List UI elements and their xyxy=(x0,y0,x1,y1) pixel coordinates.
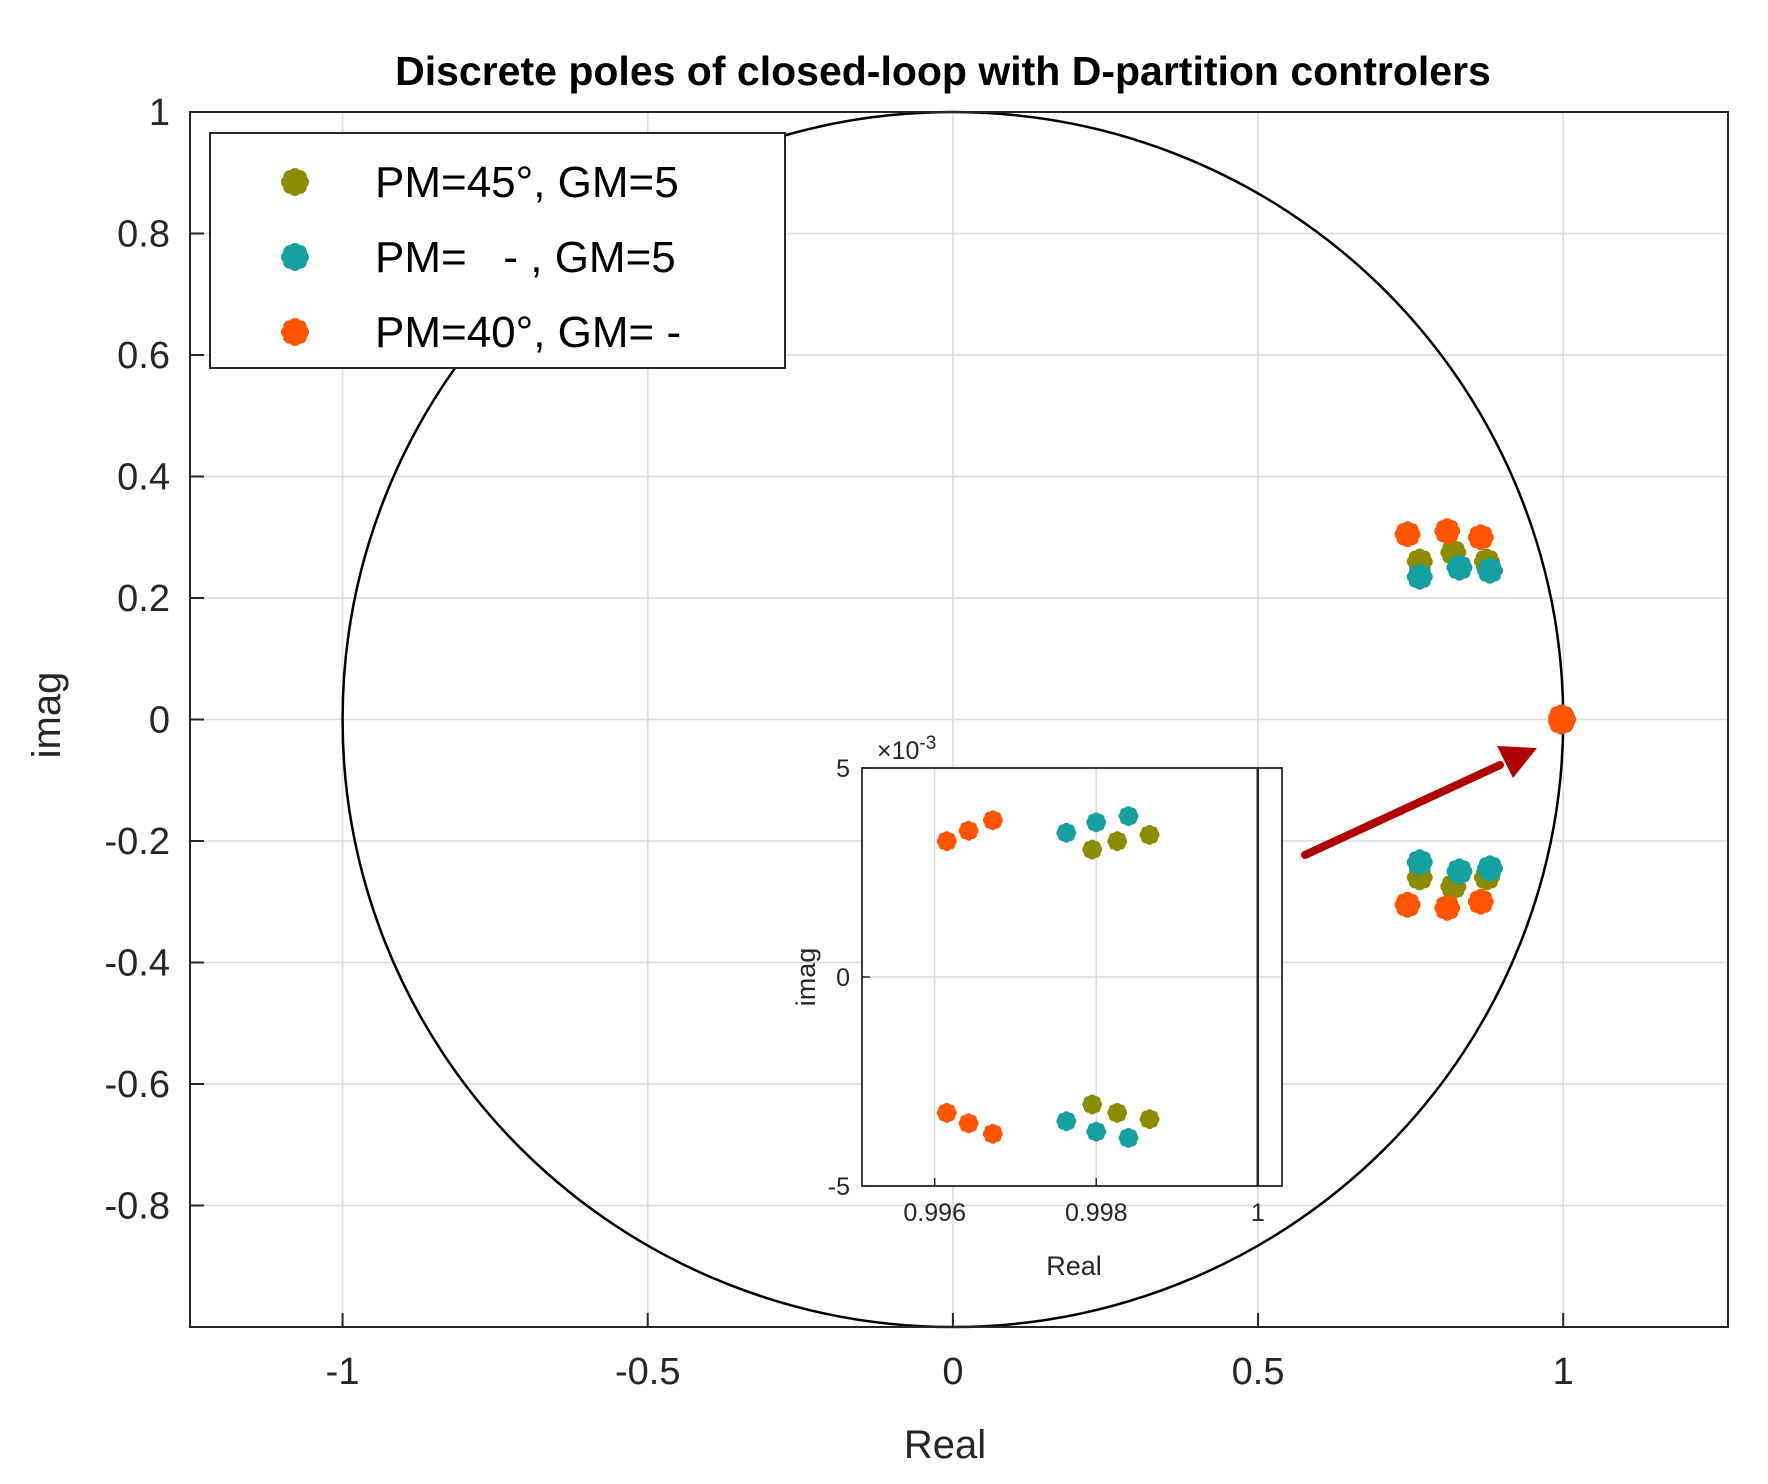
main-y-tick-label-4: 0.2 xyxy=(117,578,170,620)
arrow-head xyxy=(1497,746,1537,778)
inset-exponent-power: -3 xyxy=(919,733,936,754)
main-x-tick-label-3: 0.5 xyxy=(1232,1351,1285,1393)
inset-point-s0-3 xyxy=(1082,1094,1103,1115)
inset-point-s0-5 xyxy=(1139,1109,1160,1130)
main-point-s1-1 xyxy=(1446,554,1473,581)
main-point-s2-4 xyxy=(1434,894,1461,921)
inset-point-s1-0 xyxy=(1056,822,1077,843)
inset-point-s2-0 xyxy=(936,831,957,852)
inset-point-s2-2 xyxy=(982,810,1003,831)
main-y-tick-label-7: -0.4 xyxy=(105,943,170,985)
inset-y-tick-labels: 5 0 -5 xyxy=(828,755,870,1201)
main-y-tick-label-5: 0 xyxy=(149,700,170,742)
inset-point-s2-1 xyxy=(958,820,979,841)
main-x-tick-label-0: -1 xyxy=(326,1351,360,1393)
inset-x-tick-label-1: 0.998 xyxy=(1065,1199,1128,1227)
inset-point-s0-4 xyxy=(1107,1102,1128,1123)
main-y-tick-label-8: -0.6 xyxy=(105,1064,170,1106)
main-point-s1-0 xyxy=(1406,563,1433,590)
inset-point-s0-1 xyxy=(1107,831,1128,852)
legend-label-pm-none-gm5: PM= - , GM=5 xyxy=(375,233,676,282)
inset-point-s0-2 xyxy=(1139,824,1160,845)
main-point-s2-1 xyxy=(1434,518,1461,545)
legend-marker-2 xyxy=(281,318,310,347)
inset-point-s0-0 xyxy=(1082,839,1103,860)
inset-x-tick-labels: 0.996 0.998 1 xyxy=(903,1178,1265,1227)
main-point-s2-3 xyxy=(1394,891,1421,918)
main-y-tick-label-1: 0.8 xyxy=(117,214,170,256)
legend-marker-1 xyxy=(281,243,310,272)
main-point-s1-5 xyxy=(1476,855,1503,882)
inset-chart: 0.996 0.998 1 5 0 -5 ×10-3 Real imag xyxy=(791,733,1283,1281)
chart-title: Discrete poles of closed-loop with D-par… xyxy=(395,48,1491,94)
arrow-shaft xyxy=(1301,761,1504,859)
main-point-s1-3 xyxy=(1406,849,1433,876)
main-y-tick-labels: 1 0.8 0.6 0.4 0.2 0 -0.2 -0.4 -0.6 -0.8 xyxy=(105,92,204,1228)
inset-point-s1-3 xyxy=(1056,1111,1077,1132)
legend-markers xyxy=(281,168,310,347)
inset-point-s1-5 xyxy=(1118,1127,1139,1148)
inset-exponent-label: ×10-3 xyxy=(877,733,936,765)
legend-label-pm40-gm-none: PM=40°, GM= - xyxy=(375,308,681,357)
main-y-tick-label-3: 0.4 xyxy=(117,457,170,499)
inset-exponent-base: ×10 xyxy=(877,737,919,765)
main-y-tick-label-9: -0.8 xyxy=(105,1186,170,1228)
main-y-tick-label-0: 1 xyxy=(149,92,170,134)
inset-point-s2-5 xyxy=(982,1123,1003,1144)
zoom-arrow xyxy=(1301,746,1537,859)
main-point-s2-0 xyxy=(1394,521,1421,548)
main-point-s2-2 xyxy=(1467,524,1494,551)
main-y-tick-label-2: 0.6 xyxy=(117,335,170,377)
main-x-tick-label-4: 1 xyxy=(1553,1351,1574,1393)
inset-x-tick-label-2: 1 xyxy=(1251,1199,1265,1227)
inset-points xyxy=(936,806,1160,1148)
y-axis-label: imag xyxy=(25,672,69,759)
inset-point-s2-4 xyxy=(958,1113,979,1134)
main-points xyxy=(1394,518,1577,921)
inset-y-tick-label-2: -5 xyxy=(828,1173,850,1201)
inset-y-axis-label: imag xyxy=(791,948,821,1007)
inset-y-tick-label-1: 0 xyxy=(836,964,850,992)
main-point-s1-2 xyxy=(1476,557,1503,584)
inset-x-axis-label: Real xyxy=(1046,1251,1102,1281)
main-point-s1-4 xyxy=(1446,858,1473,885)
x-axis-label: Real xyxy=(904,1423,986,1467)
legend: PM=45°, GM=5 PM= - , GM=5 PM=40°, GM= - xyxy=(209,132,786,369)
main-x-tick-label-2: 0 xyxy=(942,1351,963,1393)
main-point-s2-8 xyxy=(1548,708,1575,735)
inset-point-s1-2 xyxy=(1118,806,1139,827)
inset-x-tick-label-0: 0.996 xyxy=(903,1199,966,1227)
main-x-tick-label-1: -0.5 xyxy=(615,1351,680,1393)
legend-label-pm45-gm5: PM=45°, GM=5 xyxy=(375,158,679,207)
main-x-tick-labels: -1 -0.5 0 0.5 1 xyxy=(326,1313,1574,1393)
legend-marker-0 xyxy=(281,168,310,196)
inset-point-s2-3 xyxy=(936,1102,957,1123)
main-y-tick-label-6: -0.2 xyxy=(105,821,170,863)
inset-point-s1-4 xyxy=(1086,1121,1107,1142)
main-point-s2-5 xyxy=(1467,888,1494,915)
inset-y-tick-label-0: 5 xyxy=(836,755,850,783)
inset-point-s1-1 xyxy=(1086,812,1107,833)
